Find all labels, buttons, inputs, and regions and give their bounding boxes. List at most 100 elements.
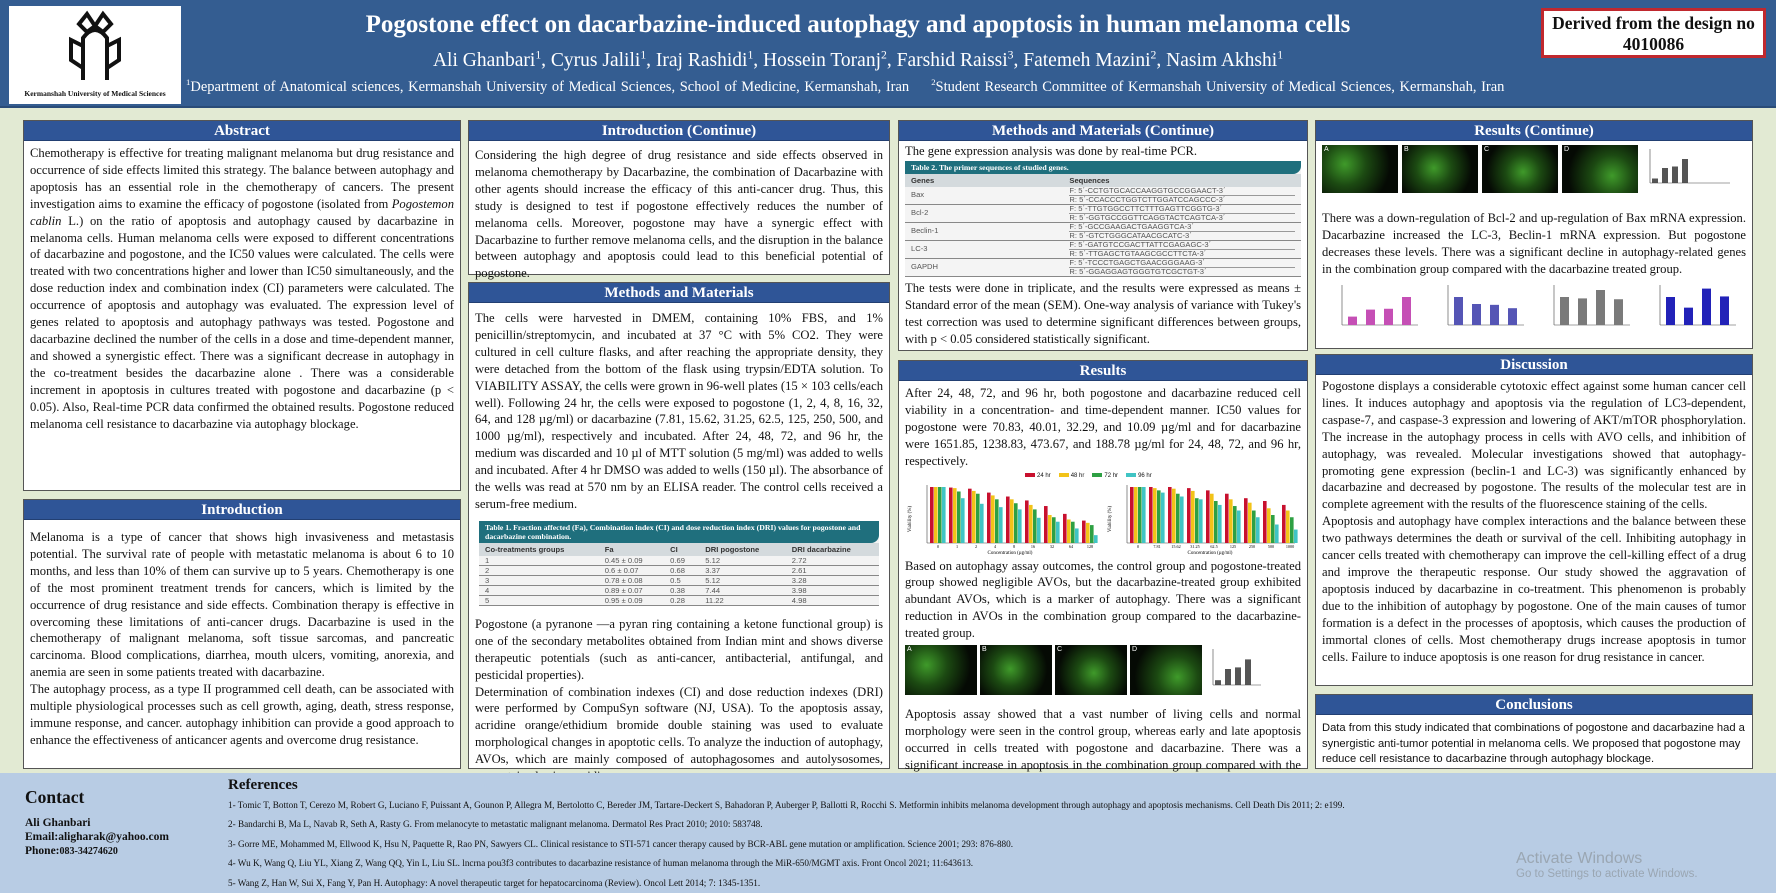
author: Nasim Akhshi1	[1166, 48, 1284, 71]
table-row: 1 0.45 ± 0.09 0.69 5.12 2.72	[479, 555, 879, 566]
paragraph: Data from this study indicated that comb…	[1322, 722, 1745, 766]
section-header: Discussion	[1316, 355, 1752, 375]
windows-activation-watermark: Activate Windows Go to Settings to activ…	[1516, 850, 1698, 880]
primer-sequences: F: 5΄-GCCGAAGACTGAAGGTCA-3΄ R: 5΄-GTCTGGG…	[1063, 222, 1301, 241]
column-header: Sequences	[1063, 173, 1301, 187]
university-logo: Kermanshah University of Medical Science…	[9, 6, 181, 104]
table-row: 5 0.95 ± 0.09 0.28 11.22 4.98	[479, 595, 879, 606]
bar	[1267, 507, 1271, 543]
legend-swatch	[1025, 472, 1035, 477]
bar	[1052, 516, 1056, 543]
bar	[1218, 504, 1222, 543]
bar	[1086, 522, 1090, 543]
table-caption: Table 1. Fraction affected (Fa), Combina…	[479, 520, 879, 543]
bar	[1048, 514, 1052, 543]
gene-expression-chart	[1447, 284, 1524, 325]
gene-expression-chart	[1553, 284, 1630, 325]
author: Iraj Rashidi1	[655, 48, 754, 71]
author-affiliation-number: 3	[1007, 48, 1014, 61]
bar	[1210, 493, 1214, 543]
table-cell: 1	[479, 555, 599, 566]
bar	[987, 492, 991, 543]
gene-name: Bax	[905, 186, 1064, 205]
chart-legend: 24 hr 48 hr 72 hr 96 hr	[1025, 472, 1152, 479]
primer-sequences: F: 5΄-CCTGTGCACCAAGGTGCCGGAACT-3΄ R: 5΄-C…	[1063, 186, 1301, 205]
bar	[1006, 496, 1010, 543]
fluorescence-micrograph: C	[1055, 645, 1127, 696]
bar	[1244, 497, 1248, 543]
fluorescence-micrograph: A	[905, 645, 977, 696]
introduction-section: Introduction Melanoma is a type of cance…	[23, 499, 461, 769]
author-affiliation-number: 1	[1277, 48, 1284, 61]
y-axis-label: Viability (%)	[908, 505, 913, 532]
bar	[1662, 168, 1668, 183]
bar	[1138, 486, 1142, 543]
table-cell: 5.12	[699, 575, 786, 586]
bar	[991, 494, 995, 543]
legend-entry: 48 hr	[1058, 472, 1084, 479]
design-number-box: Derived from the design no 4010086	[1541, 8, 1766, 58]
reference-item: 1- Tomic T, Botton T, Cerezo M, Robert G…	[228, 800, 1345, 810]
bar	[999, 506, 1003, 543]
gene-name: GAPDH	[905, 258, 1064, 277]
table-cell: 0.28	[664, 595, 700, 606]
x-axis-label: Concentration (µg/ml)	[988, 551, 1033, 555]
table-cell: 4	[479, 585, 599, 596]
paragraph: Apoptosis and autophagy have complex int…	[1322, 514, 1746, 664]
bar	[930, 486, 934, 543]
bar	[1263, 500, 1267, 543]
table-row: Beclin-1 F: 5΄-GCCGAAGACTGAAGGTCA-3΄ R: 5΄…	[905, 222, 1301, 241]
bar	[1018, 508, 1022, 543]
panel-label: C	[1057, 646, 1063, 654]
contact-phone: Phone:083-34274620	[25, 845, 118, 857]
affiliation: Student Research Committee of Kermanshah…	[935, 78, 1505, 95]
legend-entry: 24 hr	[1025, 472, 1051, 479]
x-tick-label: 32	[1050, 544, 1054, 549]
bar	[968, 488, 972, 543]
reverse-primer: R: 5΄-CCACCCTGGTCTTGGATCCAGCCC-3΄	[1069, 194, 1295, 204]
bar	[1172, 488, 1176, 543]
author: Ali Ghanbari1	[432, 48, 542, 71]
bar	[1275, 524, 1279, 543]
paragraph: The tests were done in triplicate, and t…	[905, 280, 1301, 346]
table-cell: 5	[479, 595, 599, 606]
bar	[1348, 316, 1357, 325]
fluorescence-micrograph: D	[1130, 645, 1202, 696]
bar	[1702, 288, 1711, 325]
bar	[1063, 513, 1067, 543]
contact-email[interactable]: Email:aligharak@yahoo.com	[25, 831, 169, 843]
column-header: Co-treatments groups	[479, 542, 599, 556]
x-tick-label: 0	[937, 544, 939, 549]
table-cell: 3.37	[699, 565, 786, 576]
panel-label: A	[907, 646, 912, 654]
bar	[1245, 659, 1251, 686]
table-row: 2 0.6 ± 0.07 0.68 3.37 2.61	[479, 565, 879, 576]
table-row: GAPDH F: 5΄-TCCCTGAGCTGAACGGGAAG-3΄ R: 5΄-…	[905, 258, 1301, 277]
column-header: Fa	[598, 542, 665, 556]
bar	[1176, 493, 1180, 543]
table-row: 3 0.78 ± 0.08 0.5 5.12 3.28	[479, 575, 879, 586]
methods-section: Methods and Materials The cells were har…	[468, 282, 890, 783]
table-cell: 0.89 ± 0.07	[598, 585, 665, 596]
bar	[1652, 178, 1658, 183]
table-row: Bcl-2 F: 5΄-TTGTGGCCTTCTTTGAGTTCGGTG-3΄ R:…	[905, 204, 1301, 223]
paragraph: After 24, 48, 72, and 96 hr, both pogost…	[905, 386, 1301, 468]
author: Farshid Raissi3	[896, 48, 1014, 71]
table-row: Bax F: 5΄-CCTGTGCACCAAGGTGCCGGAACT-3΄ R: 5…	[905, 186, 1301, 205]
bar	[949, 487, 953, 543]
table-cell: 5.12	[699, 555, 786, 566]
x-tick-label: 64	[1069, 544, 1074, 549]
bar	[1094, 534, 1098, 543]
paragraph: Considering the high degree of drug resi…	[475, 148, 883, 281]
reference-item: 3- Gorre ME, Mohammed M, Ellwood K, Hsu …	[228, 838, 1014, 849]
section-header: Introduction	[24, 500, 460, 520]
bar	[1056, 521, 1060, 543]
bar	[1508, 307, 1517, 325]
bar	[1206, 489, 1210, 543]
bar	[1014, 502, 1018, 543]
combination-index-table: Co-treatments groups Fa CI DRI pogostone DRI…	[479, 542, 879, 606]
fluorescence-micrograph: D	[1562, 145, 1638, 193]
bar	[1578, 298, 1587, 325]
bar	[1402, 296, 1411, 325]
bar	[1157, 489, 1161, 543]
